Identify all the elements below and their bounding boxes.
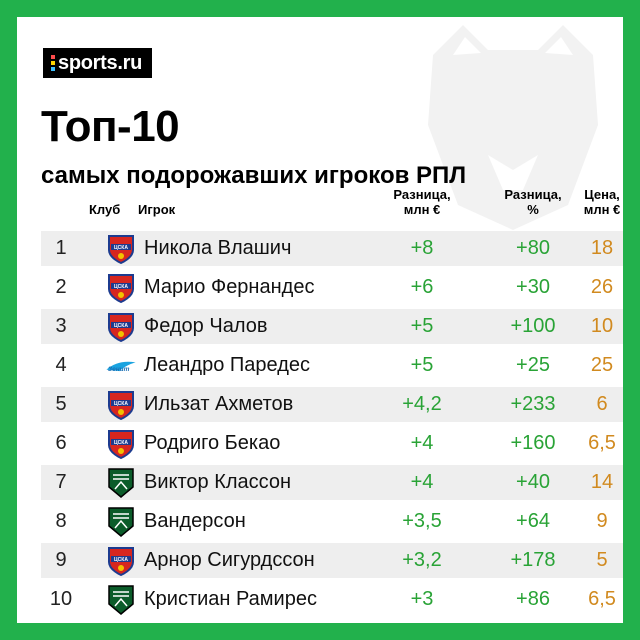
diff-mln: +6 xyxy=(410,276,434,298)
rank: 9 xyxy=(55,549,67,571)
table-row: 5 ЦСКА Ильзат Ахметов +4,2 +233 6 xyxy=(41,387,623,422)
diff-mln: +4 xyxy=(410,471,434,493)
page-title: Топ-10 xyxy=(41,102,180,151)
diff-pct: +40 xyxy=(516,471,550,493)
table-row: 1 ЦСКА Никола Влашич +8 +80 18 xyxy=(41,231,623,266)
cska-logo-icon: ЦСКА xyxy=(105,428,137,460)
diff-mln: +4 xyxy=(410,432,434,454)
table-row: 8 Вандерсон +3,5 +64 9 xyxy=(41,504,623,539)
table-row: 10 Кристиан Рамирес +3 +86 6,5 xyxy=(41,582,623,617)
header-price: Цена, млн € xyxy=(552,187,623,217)
rank: 5 xyxy=(55,393,67,415)
rank: 6 xyxy=(55,432,67,454)
price: 6,5 xyxy=(588,588,616,610)
svg-text:ЦСКА: ЦСКА xyxy=(114,440,128,446)
cska-logo-icon: ЦСКА xyxy=(105,311,137,343)
cska-logo-icon: ЦСКА xyxy=(105,233,137,265)
diff-pct: +100 xyxy=(510,315,556,337)
price: 10 xyxy=(590,315,614,337)
krasnodar-logo-icon xyxy=(105,506,137,538)
price: 25 xyxy=(590,354,614,376)
header-diff-mln: Разница, млн € xyxy=(368,187,476,217)
diff-pct: +64 xyxy=(516,510,550,532)
price: 9 xyxy=(596,510,608,532)
infographic-card: sports.ru Топ-10 самых подорожавших игро… xyxy=(17,17,623,623)
header-diff-pct-line2: % xyxy=(527,202,539,217)
logo-dots-icon xyxy=(51,55,55,71)
svg-text:ЦСКА: ЦСКА xyxy=(114,284,128,290)
diff-mln: +5 xyxy=(410,354,434,376)
sports-ru-logo: sports.ru xyxy=(43,48,152,78)
rank: 1 xyxy=(55,237,67,259)
table-row: 3 ЦСКА Федор Чалов +5 +100 10 xyxy=(41,309,623,344)
diff-pct: +178 xyxy=(510,549,556,571)
zenit-logo-icon: Зенит xyxy=(105,350,137,382)
header-price-line2: млн € xyxy=(583,202,621,217)
svg-text:ЦСКА: ЦСКА xyxy=(114,323,128,329)
rank: 4 xyxy=(55,354,67,376)
player-name: Федор Чалов xyxy=(144,315,268,337)
krasnodar-logo-icon xyxy=(105,467,137,499)
logo-text: sports.ru xyxy=(58,51,142,74)
diff-mln: +8 xyxy=(410,237,434,259)
diff-mln: +3,2 xyxy=(402,549,442,571)
diff-pct: +80 xyxy=(516,237,550,259)
rank: 10 xyxy=(49,588,73,610)
diff-pct: +25 xyxy=(516,354,550,376)
diff-mln: +5 xyxy=(410,315,434,337)
player-name: Родриго Бекао xyxy=(144,432,281,454)
rank: 3 xyxy=(55,315,67,337)
diff-pct: +86 xyxy=(516,588,550,610)
diff-mln: +4,2 xyxy=(402,393,442,415)
table-row: 6 ЦСКА Родриго Бекао +4 +160 6,5 xyxy=(41,426,623,461)
svg-text:ЦСКА: ЦСКА xyxy=(114,557,128,563)
diff-mln: +3,5 xyxy=(402,510,442,532)
table-row: 9 ЦСКА Арнор Сигурдссон +3,2 +178 5 xyxy=(41,543,623,578)
header-price-line1: Цена, xyxy=(584,187,620,202)
player-name: Никола Влашич xyxy=(144,237,292,259)
cska-logo-icon: ЦСКА xyxy=(105,545,137,577)
player-name: Марио Фернандес xyxy=(144,276,315,298)
rpl-bear-watermark-icon xyxy=(428,25,598,230)
header-diff-pct-line1: Разница, xyxy=(504,187,562,202)
player-name: Ильзат Ахметов xyxy=(144,393,294,415)
price: 5 xyxy=(596,549,608,571)
svg-text:ЦСКА: ЦСКА xyxy=(114,401,128,407)
header-diff-mln-line1: Разница, xyxy=(393,187,451,202)
rank: 2 xyxy=(55,276,67,298)
header-diff-mln-line2: млн € xyxy=(403,202,441,217)
player-name: Вандерсон xyxy=(144,510,246,532)
diff-pct: +30 xyxy=(516,276,550,298)
table-row: 4 Зенит Леандро Паредес +5 +25 25 xyxy=(41,348,623,383)
rank: 8 xyxy=(55,510,67,532)
header-player: Игрок xyxy=(138,202,176,217)
table-row: 7 Виктор Классон +4 +40 14 xyxy=(41,465,623,500)
price: 6 xyxy=(596,393,608,415)
cska-logo-icon: ЦСКА xyxy=(105,389,137,421)
page-subtitle: самых подорожавших игроков РПЛ xyxy=(41,162,467,189)
diff-mln: +3 xyxy=(410,588,434,610)
krasnodar-logo-icon xyxy=(105,584,137,616)
diff-pct: +160 xyxy=(510,432,556,454)
player-name: Арнор Сигурдссон xyxy=(144,549,315,571)
price: 6,5 xyxy=(588,432,616,454)
svg-text:Зенит: Зенит xyxy=(108,366,130,373)
svg-text:ЦСКА: ЦСКА xyxy=(114,245,128,251)
price: 18 xyxy=(590,237,614,259)
player-name: Виктор Классон xyxy=(144,471,292,493)
price: 26 xyxy=(590,276,614,298)
header-diff-pct: Разница, % xyxy=(478,187,588,217)
player-name: Кристиан Рамирес xyxy=(144,588,317,610)
table-row: 2 ЦСКА Марио Фернандес +6 +30 26 xyxy=(41,270,623,305)
price: 14 xyxy=(590,471,614,493)
cska-logo-icon: ЦСКА xyxy=(105,272,137,304)
player-name: Леандро Паредес xyxy=(144,354,310,376)
rank: 7 xyxy=(55,471,67,493)
diff-pct: +233 xyxy=(510,393,556,415)
header-club: Клуб xyxy=(89,202,121,217)
